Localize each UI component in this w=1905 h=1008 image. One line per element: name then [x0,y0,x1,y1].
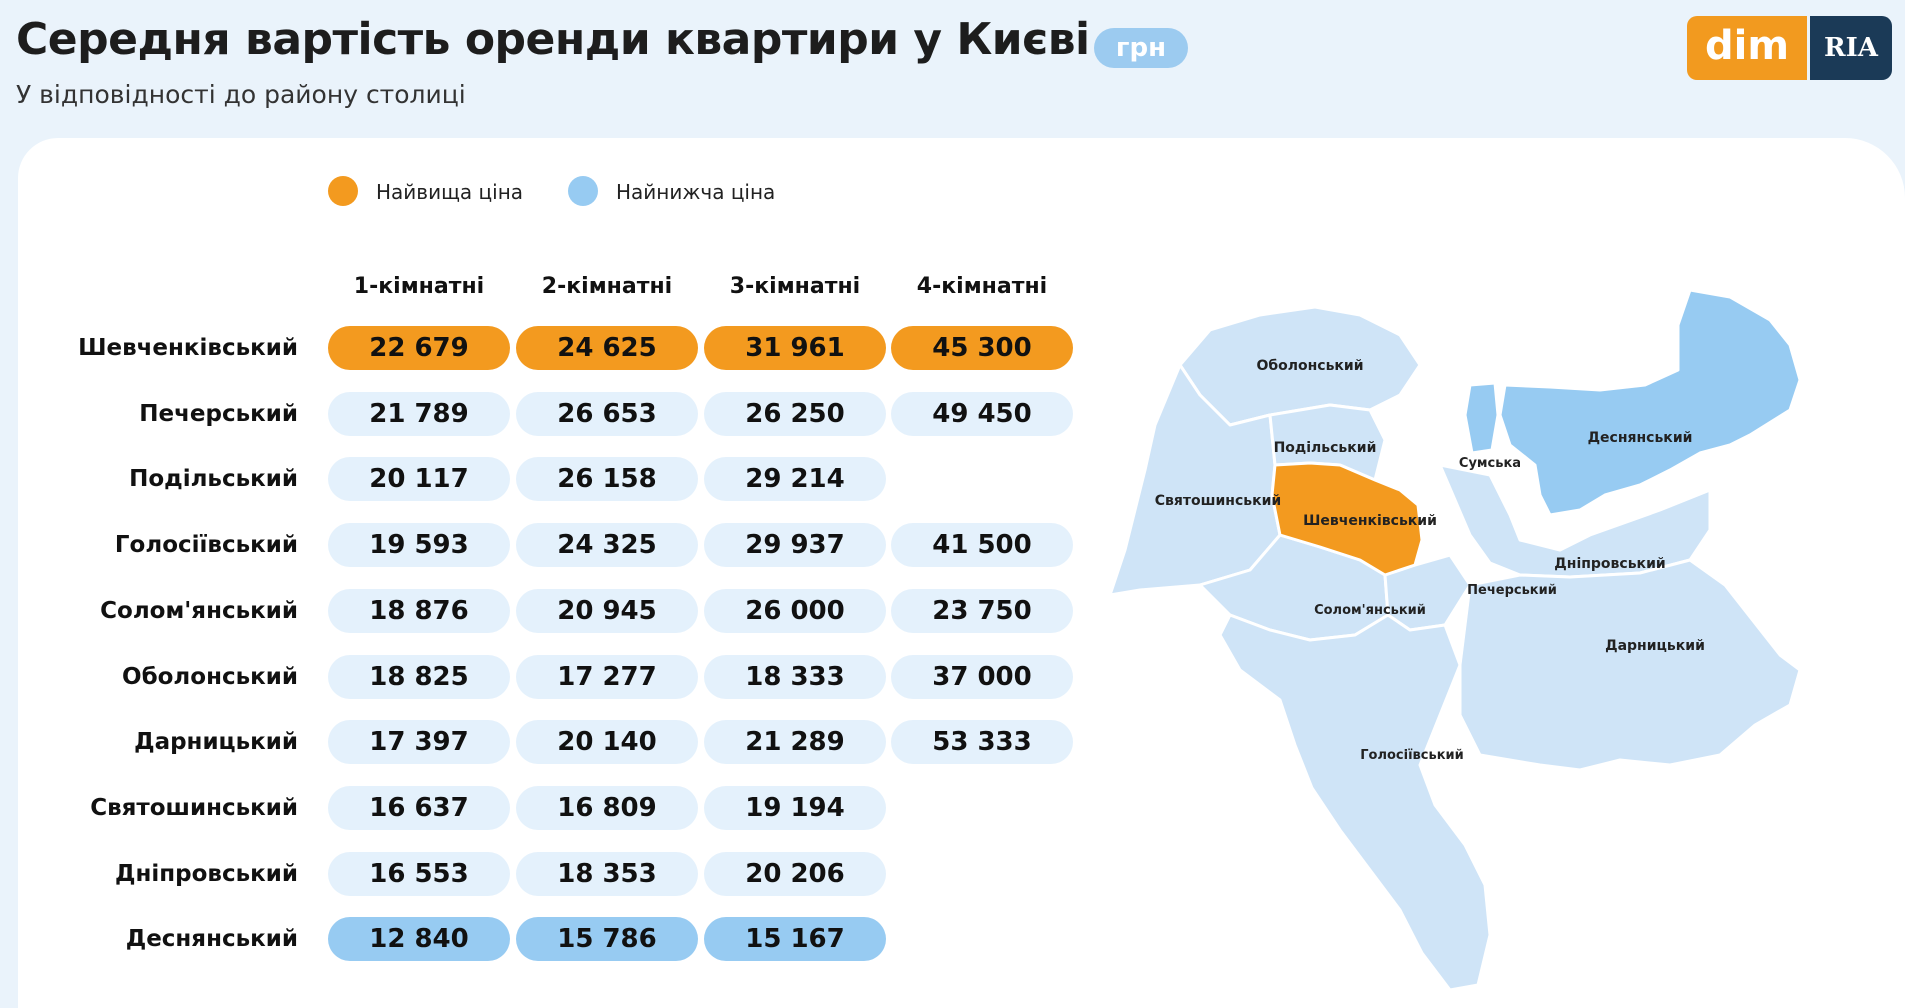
table-cell: 23 750 [891,589,1073,633]
table-cell: 21 289 [704,720,886,764]
table-cell: 29 937 [704,523,886,567]
row-label: Оболонський [122,664,298,690]
ria-logo: RIA [1810,16,1892,80]
table-cell: 12 840 [328,917,510,961]
legend-highest-dot [328,176,358,206]
map-district-desnianskyi [1498,288,1802,517]
table-cell: 20 206 [704,852,886,896]
row-label: Святошинський [90,795,298,821]
table-cell: 24 625 [516,326,698,370]
row-label: Шевченківський [78,335,298,361]
column-header: 4-кімнатні [916,274,1048,299]
legend-lowest-label: Найнижча ціна [616,180,776,204]
table-cell: 26 653 [516,392,698,436]
map-label-pecherskyi: Печерський [1467,583,1557,598]
column-header: 1-кімнатні [353,274,485,299]
dim-logo: dim [1687,16,1807,80]
map-district-holosiivskyi [1218,613,1492,992]
table-cell: 18 876 [328,589,510,633]
kyiv-district-map: Оболонський Подільський Святошинський Ше… [1108,288,1802,992]
table-cell: 45 300 [891,326,1073,370]
table-cell: 29 214 [704,457,886,501]
table-cell: 31 961 [704,326,886,370]
row-label: Дніпровський [115,861,298,887]
table-cell: 18 333 [704,655,886,699]
map-label-sviatoshynskyi: Святошинський [1155,493,1281,509]
table-cell: 16 637 [328,786,510,830]
row-label: Голосіївський [114,532,298,558]
row-label: Дарницький [134,729,298,755]
row-label: Солом'янський [100,598,298,624]
table-cell: 16 553 [328,852,510,896]
table-cell: 26 000 [704,589,886,633]
table-cell: 22 679 [328,326,510,370]
column-header: 2-кімнатні [541,274,673,299]
table-cell: 17 277 [516,655,698,699]
row-label: Деснянський [125,926,298,952]
table-cell: 49 450 [891,392,1073,436]
table-cell: 16 809 [516,786,698,830]
currency-badge: грн [1094,28,1188,68]
legend-highest-label: Найвища ціна [376,180,524,204]
column-header: 3-кімнатні [729,274,861,299]
table-cell: 20 945 [516,589,698,633]
map-label-podilskyi: Подільський [1274,440,1377,456]
table-cell: 15 167 [704,917,886,961]
table-cell: 17 397 [328,720,510,764]
map-label-sumska: Сумська [1459,456,1521,471]
table-cell: 18 825 [328,655,510,699]
table-cell: 21 789 [328,392,510,436]
table-cell: 18 353 [516,852,698,896]
map-label-solomianskyi: Солом'янський [1314,603,1426,618]
ria-logo-text: RIA [1824,33,1878,63]
table-cell: 26 250 [704,392,886,436]
page-subtitle: У відповідності до району столиці [16,80,466,109]
legend-lowest-dot [568,176,598,206]
table-cell: 26 158 [516,457,698,501]
map-label-shevchenkivskyi: Шевченківський [1303,513,1437,529]
map-district-sumska [1463,381,1500,455]
table-cell: 20 117 [328,457,510,501]
map-label-dniprovskyi: Дніпровський [1554,556,1665,572]
table-cell: 19 593 [328,523,510,567]
map-district-darnytskyi [1458,558,1802,772]
map-district-dniprovskyi [1438,463,1712,579]
table-cell: 24 325 [516,523,698,567]
table-cell: 15 786 [516,917,698,961]
table-cell: 53 333 [891,720,1073,764]
map-label-obolonskyi: Оболонський [1256,358,1363,374]
map-label-desnianskyi: Деснянський [1588,430,1693,446]
page-title: Середня вартість оренди квартири у Києві [16,14,1090,65]
table-cell: 19 194 [704,786,886,830]
map-label-holosiivskyi: Голосіївський [1360,748,1463,763]
map-district-shevchenkivskyi [1270,461,1424,577]
table-cell: 41 500 [891,523,1073,567]
map-label-darnytskyi: Дарницький [1605,638,1705,654]
row-label: Печерський [139,401,298,427]
row-label: Подільський [129,466,298,492]
table-cell: 37 000 [891,655,1073,699]
table-cell: 20 140 [516,720,698,764]
